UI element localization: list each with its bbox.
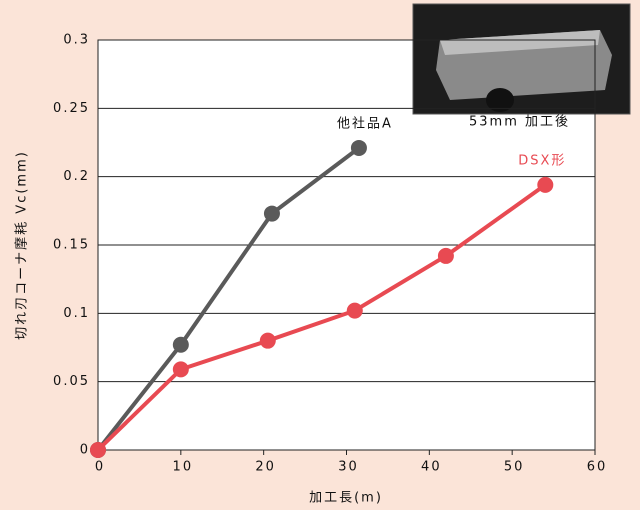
x-tick-label: 10: [173, 460, 194, 475]
x-tick-label: 30: [338, 460, 359, 475]
x-tick-label: 0: [95, 460, 105, 475]
data-point: [351, 140, 367, 156]
x-tick-label: 20: [255, 460, 276, 475]
data-point: [173, 361, 189, 377]
y-tick-label: 0: [80, 443, 90, 458]
data-point: [173, 337, 189, 353]
x-tick-label: 40: [421, 460, 442, 475]
y-tick-label: 0.1: [63, 306, 90, 321]
y-tick-label: 0.3: [63, 33, 90, 48]
x-tick-label: 50: [504, 460, 525, 475]
y-tick-label: 0.05: [53, 374, 90, 389]
photo: [413, 4, 630, 114]
data-point: [347, 303, 363, 319]
y-tick-label: 0.2: [63, 169, 90, 184]
x-axis-label: 加工長(m): [309, 491, 383, 506]
data-point: [537, 177, 553, 193]
y-tick-label: 0.25: [53, 101, 90, 116]
x-tick-label: 60: [587, 460, 608, 475]
chart: 53mm 加工後 加工長(m) 切れ刃コーナ摩耗 Vc(mm) 0 0.05 0.1…: [0, 0, 640, 510]
data-point: [264, 206, 280, 222]
data-point: [438, 248, 454, 264]
photo-caption: 53mm 加工後: [469, 115, 570, 130]
series-label: DSX形: [518, 153, 566, 168]
data-point: [260, 333, 276, 349]
y-axis-label: 切れ刃コーナ摩耗 Vc(mm): [14, 150, 30, 340]
series-label: 他社品A: [337, 115, 393, 131]
data-point: [90, 442, 106, 458]
y-tick-label: 0.15: [53, 238, 90, 253]
